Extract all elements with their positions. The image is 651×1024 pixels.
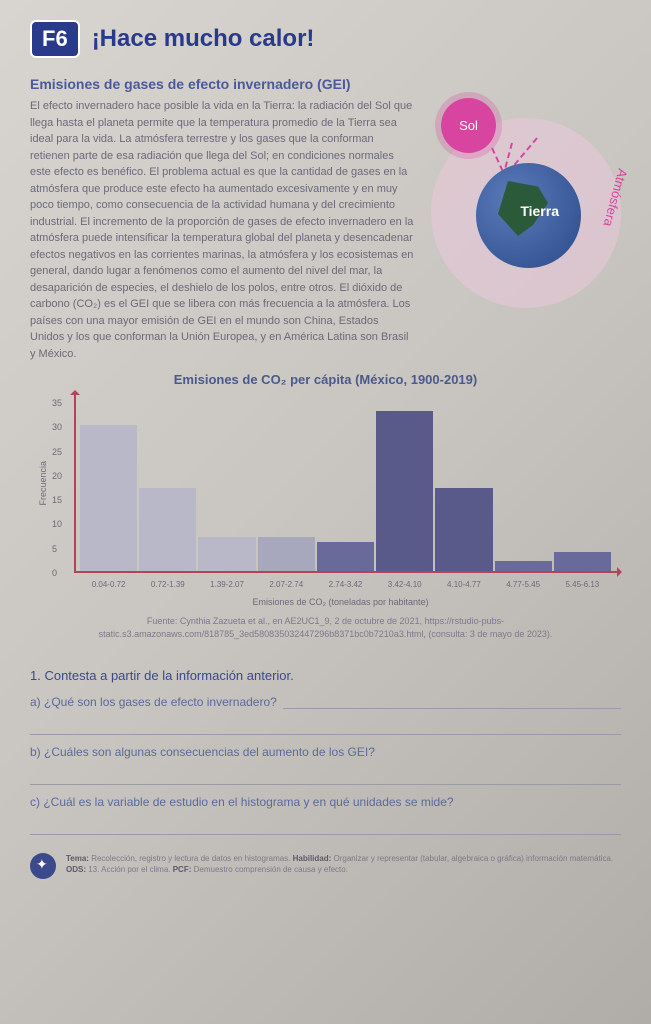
question-c: c) ¿Cuál es la variable de estudio en el… (30, 795, 621, 809)
y-tick-label: 10 (52, 519, 62, 529)
x-tick-label: 3.42-4.10 (376, 580, 433, 589)
ods-value: 13. Acción por el clima. (86, 865, 173, 874)
x-tick-label: 2.74-3.42 (317, 580, 374, 589)
histogram-chart: Frecuencia 05101520253035 0.04-0.720.72-… (50, 391, 621, 601)
answer-line[interactable] (283, 695, 621, 709)
y-tick-label: 0 (52, 568, 57, 578)
tema-value: Recolección, registro y lectura de datos… (89, 854, 293, 863)
question-a: a) ¿Qué son los gases de efecto invernad… (30, 695, 621, 709)
bars-container (80, 401, 611, 571)
x-tick-label: 5.45-6.13 (554, 580, 611, 589)
y-axis-label: Frecuencia (38, 461, 48, 506)
question-header: 1. Contesta a partir de la información a… (30, 668, 621, 683)
y-tick-label: 5 (52, 544, 57, 554)
bar (139, 488, 196, 571)
answer-line[interactable] (30, 717, 621, 735)
tema-label: Tema: (66, 854, 89, 863)
bar (198, 537, 255, 571)
footer-text: Tema: Recolección, registro y lectura de… (66, 853, 621, 875)
x-axis (74, 571, 621, 573)
question-b: b) ¿Cuáles son algunas consecuencias del… (30, 745, 621, 759)
x-tick-label: 2.07-2.74 (258, 580, 315, 589)
y-tick-label: 30 (52, 422, 62, 432)
body-paragraph: El efecto invernadero hace posible la vi… (30, 98, 414, 362)
bar (495, 561, 552, 571)
x-tick-label: 4.10-4.77 (435, 580, 492, 589)
page-header: F6 ¡Hace mucho calor! (30, 20, 621, 58)
earth-label: Tierra (520, 203, 559, 219)
y-tick-label: 25 (52, 447, 62, 457)
question-a-text: a) ¿Qué son los gases de efecto invernad… (30, 695, 277, 709)
bar (258, 537, 315, 571)
x-tick-label: 0.04-0.72 (80, 580, 137, 589)
answer-line[interactable] (30, 767, 621, 785)
pcf-value: Demuestro comprensión de causa y efecto. (191, 865, 348, 874)
x-tick-label: 0.72-1.39 (139, 580, 196, 589)
x-tick-label: 4.77-5.45 (495, 580, 552, 589)
ods-label: ODS: (66, 865, 86, 874)
chart-title: Emisiones de CO₂ per cápita (México, 190… (30, 372, 621, 387)
sun-icon: Sol (441, 98, 496, 153)
habilidad-label: Habilidad: (293, 854, 332, 863)
y-tick-label: 35 (52, 398, 62, 408)
y-tick-label: 15 (52, 495, 62, 505)
x-tick-label: 1.39-2.07 (198, 580, 255, 589)
lesson-badge: F6 (30, 20, 80, 58)
footer-icon (30, 853, 56, 879)
habilidad-value: Organizar y representar (tabular, algebr… (331, 854, 613, 863)
pcf-label: PCF: (173, 865, 192, 874)
y-axis (74, 391, 76, 573)
body-wrapper: El efecto invernadero hace posible la vi… (30, 98, 621, 362)
sun-earth-diagram: Sol Tierra Atmósfera (411, 88, 631, 318)
answer-line[interactable] (30, 817, 621, 835)
x-labels: 0.04-0.720.72-1.391.39-2.072.07-2.742.74… (80, 580, 611, 589)
source-citation: Fuente: Cynthia Zazueta et al., en AE2UC… (30, 615, 621, 640)
bar (376, 411, 433, 571)
y-tick-label: 20 (52, 471, 62, 481)
footer: Tema: Recolección, registro y lectura de… (30, 853, 621, 879)
bar (435, 488, 492, 571)
bar (317, 542, 374, 571)
bar (554, 552, 611, 571)
bar (80, 425, 137, 571)
page-title: ¡Hace mucho calor! (92, 25, 315, 53)
